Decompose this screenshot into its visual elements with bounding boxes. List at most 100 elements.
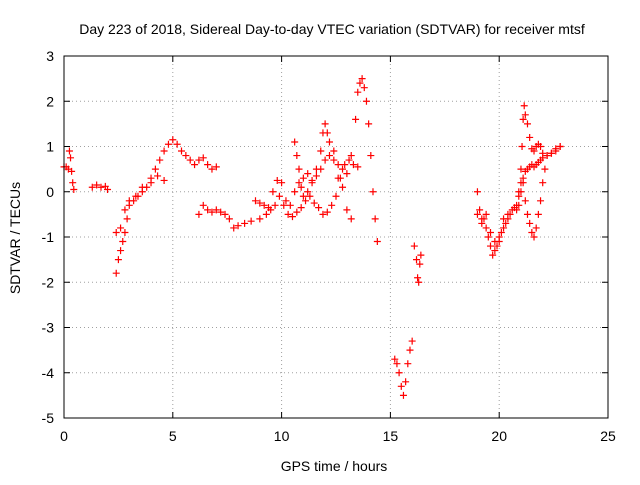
- data-point: [286, 201, 294, 209]
- data-point: [208, 208, 216, 216]
- data-point: [293, 208, 301, 216]
- x-tick-label: 10: [274, 428, 290, 444]
- data-point: [543, 152, 551, 160]
- data-point: [414, 274, 422, 282]
- data-point: [518, 143, 526, 150]
- data-point: [295, 165, 303, 173]
- data-point: [502, 219, 510, 227]
- x-axis-label: GPS time / hours: [281, 458, 388, 474]
- data-point: [199, 201, 207, 209]
- data-point: [160, 176, 168, 184]
- data-point: [347, 215, 355, 223]
- data-point: [323, 129, 331, 137]
- data-point: [526, 219, 534, 227]
- data-point: [360, 84, 368, 92]
- data-point: [173, 140, 181, 148]
- data-point: [358, 75, 366, 83]
- data-point: [191, 161, 199, 169]
- data-point: [321, 156, 329, 164]
- data-point: [517, 188, 525, 196]
- data-point: [547, 149, 555, 157]
- grid-layer: [64, 56, 608, 418]
- data-point: [295, 179, 303, 187]
- data-point: [556, 143, 564, 150]
- data-point: [114, 256, 122, 264]
- data-point: [500, 215, 508, 223]
- data-point: [147, 174, 155, 182]
- data-point: [539, 179, 547, 187]
- data-point: [312, 172, 320, 180]
- data-point: [491, 247, 499, 255]
- x-tick-label: 25: [600, 428, 616, 444]
- data-point: [493, 242, 501, 250]
- data-point: [408, 337, 416, 345]
- data-point: [195, 156, 203, 164]
- data-point: [306, 192, 314, 200]
- data-point: [265, 204, 273, 212]
- data-point: [260, 201, 268, 209]
- data-point: [284, 210, 292, 218]
- data-point: [119, 238, 127, 246]
- data-point: [121, 206, 129, 214]
- data-point: [68, 167, 76, 175]
- data-point: [317, 147, 325, 155]
- data-point: [204, 161, 212, 169]
- data-point: [132, 192, 140, 200]
- y-axis-label: SDTVAR / TECUs: [7, 182, 23, 294]
- data-point: [160, 147, 168, 155]
- data-point: [352, 115, 360, 123]
- data-point: [515, 201, 523, 209]
- data-point: [269, 188, 277, 196]
- data-point: [208, 165, 216, 173]
- data-point: [489, 251, 497, 259]
- data-point: [537, 197, 545, 205]
- data-point: [343, 206, 351, 214]
- data-point: [541, 165, 549, 173]
- data-point: [334, 161, 342, 169]
- data-point: [312, 165, 320, 173]
- data-point: [373, 238, 381, 246]
- data-point: [406, 346, 414, 354]
- data-point: [413, 256, 421, 264]
- data-point: [291, 138, 299, 146]
- data-point: [417, 251, 425, 259]
- axes-layer: 0 5 10 15 20 25 -5 -4 -3 -2 -1 0 1 2 3: [42, 48, 616, 444]
- data-point: [393, 360, 401, 368]
- data-point: [521, 111, 529, 119]
- data-point: [262, 210, 270, 218]
- data-point: [186, 156, 194, 164]
- data-point: [104, 185, 112, 193]
- data-point: [304, 188, 312, 196]
- y-tick-label: 2: [46, 93, 54, 109]
- data-point: [371, 215, 379, 223]
- data-point: [297, 183, 305, 191]
- data-point: [169, 136, 177, 144]
- data-point: [297, 204, 305, 212]
- data-point: [178, 147, 186, 155]
- data-point: [199, 154, 207, 162]
- data-point: [67, 154, 75, 162]
- x-tick-label: 20: [491, 428, 507, 444]
- data-point: [497, 228, 505, 236]
- data-point: [291, 188, 299, 196]
- data-point: [486, 228, 494, 236]
- data-point: [332, 192, 340, 200]
- data-point: [212, 163, 220, 171]
- data-point: [299, 174, 307, 182]
- data-point: [552, 145, 560, 153]
- data-point: [93, 181, 101, 189]
- data-point: [315, 204, 323, 212]
- data-point: [302, 197, 310, 205]
- data-point: [273, 176, 281, 184]
- data-point: [523, 210, 531, 218]
- data-point: [397, 382, 405, 390]
- data-point: [154, 172, 162, 180]
- data-point: [521, 197, 529, 205]
- data-point: [251, 197, 259, 205]
- data-point: [271, 201, 279, 209]
- data-point: [534, 210, 542, 218]
- data-point: [256, 215, 264, 223]
- data-point: [217, 208, 225, 216]
- data-point: [325, 138, 333, 146]
